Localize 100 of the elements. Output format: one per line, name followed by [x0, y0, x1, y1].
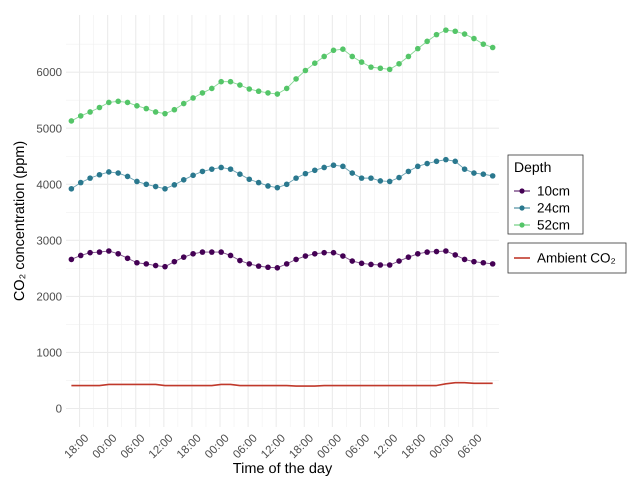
point [78, 180, 84, 186]
point [246, 176, 252, 182]
point [321, 164, 327, 170]
point [284, 181, 290, 188]
y-axis-title: CO₂ concentration (ppm) [12, 140, 28, 302]
point [330, 250, 336, 256]
point [340, 46, 346, 52]
point [115, 250, 121, 257]
point [312, 250, 318, 257]
point [106, 100, 112, 106]
point [349, 258, 356, 264]
point [209, 249, 215, 255]
point [349, 54, 356, 60]
point [228, 166, 234, 172]
point [302, 170, 308, 176]
point [321, 54, 327, 60]
point [87, 250, 93, 256]
point [143, 261, 150, 267]
y-tick-label: 0 [56, 404, 62, 416]
point [434, 248, 440, 254]
legend-title: Depth [514, 159, 552, 175]
point [134, 178, 140, 184]
point [368, 175, 374, 181]
point [406, 168, 412, 174]
legend-label: 24cm [537, 200, 570, 216]
point [68, 118, 74, 124]
point [256, 180, 262, 186]
point [152, 184, 158, 190]
point [115, 170, 121, 176]
point [414, 164, 421, 170]
point [237, 258, 243, 264]
point [106, 248, 112, 254]
point [396, 174, 402, 180]
point [414, 46, 421, 52]
point [200, 168, 206, 174]
point [180, 100, 187, 106]
point [68, 256, 74, 262]
point [209, 166, 215, 172]
point [443, 248, 449, 254]
point [406, 54, 412, 60]
y-tick-label: 4000 [36, 179, 62, 192]
point [358, 59, 364, 65]
point [87, 175, 93, 181]
point [209, 86, 215, 92]
point [480, 171, 486, 177]
point [368, 64, 374, 70]
y-tick-label: 3000 [36, 235, 62, 248]
point [293, 175, 299, 181]
point [87, 109, 93, 115]
point [490, 44, 496, 50]
point [162, 264, 168, 270]
point [134, 103, 140, 109]
point [378, 178, 384, 184]
y-tick-label: 1000 [36, 347, 62, 360]
point [256, 263, 262, 269]
point [172, 258, 178, 264]
legend-label: Ambient CO₂ [537, 250, 616, 266]
point [172, 182, 178, 188]
point [462, 256, 468, 262]
point [462, 31, 468, 37]
point [190, 250, 196, 257]
point [358, 175, 364, 181]
point [180, 177, 187, 183]
point [200, 90, 206, 96]
point [68, 186, 74, 192]
point [143, 181, 150, 188]
point [443, 27, 449, 33]
point [396, 60, 402, 67]
point [96, 104, 102, 110]
point [471, 258, 477, 264]
point [246, 86, 252, 92]
point [162, 186, 168, 192]
point [274, 265, 280, 271]
point [406, 254, 412, 260]
y-tick-label: 5000 [36, 123, 62, 136]
point [386, 178, 392, 184]
point [293, 256, 299, 262]
point [443, 156, 449, 162]
point [218, 164, 224, 170]
point [471, 170, 477, 176]
point [462, 166, 468, 172]
point [143, 106, 150, 112]
point [96, 249, 102, 255]
point [312, 60, 318, 66]
point [424, 249, 430, 255]
point [190, 95, 196, 101]
point [340, 253, 346, 259]
point [330, 48, 336, 54]
point [246, 261, 252, 267]
point [386, 66, 392, 72]
point [358, 260, 364, 266]
point [386, 262, 392, 268]
point [424, 160, 430, 166]
point [162, 110, 168, 116]
point [293, 76, 299, 82]
point [152, 109, 158, 115]
point [302, 68, 308, 74]
point [228, 252, 234, 258]
point [274, 184, 280, 190]
point [256, 88, 262, 94]
